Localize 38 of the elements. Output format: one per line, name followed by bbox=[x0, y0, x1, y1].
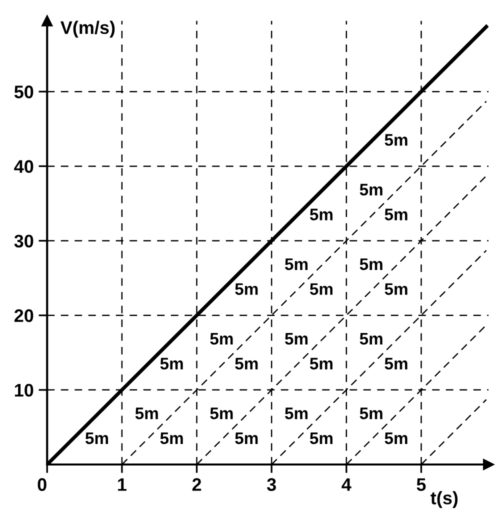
annotation: 5m bbox=[384, 134, 408, 146]
annotation: 5m bbox=[360, 333, 382, 345]
annotation: 5m bbox=[284, 408, 308, 420]
annotation: 5m bbox=[135, 408, 158, 420]
annotation: 5m bbox=[210, 408, 233, 420]
annotation: 5m bbox=[85, 432, 108, 444]
x-tick-label: 5 bbox=[416, 478, 426, 491]
annotation: 5m bbox=[284, 333, 308, 345]
annotation: 5m bbox=[384, 283, 408, 295]
x-axis-title: t(s) bbox=[430, 491, 458, 508]
annotation: 5m bbox=[160, 432, 183, 444]
annotation: 5m bbox=[310, 283, 332, 295]
annotation: 5m bbox=[360, 408, 382, 420]
y-tick-label: 40 bbox=[14, 160, 34, 173]
annotation: 5m bbox=[360, 184, 382, 196]
annotation: 5m bbox=[384, 432, 408, 444]
x-tick-label: 0 bbox=[38, 478, 46, 491]
x-tick-label: 3 bbox=[266, 478, 276, 491]
y-tick-label: 30 bbox=[14, 234, 34, 248]
annotation: 5m bbox=[235, 358, 258, 370]
x-tick-label: 4 bbox=[342, 478, 352, 491]
annotation: 5m bbox=[310, 358, 332, 370]
annotation: 5m bbox=[310, 208, 332, 220]
annotation: 5m bbox=[384, 358, 408, 370]
annotation: 5m bbox=[235, 283, 258, 295]
annotation: 5m bbox=[160, 358, 183, 370]
y-axis-title: V(m/s) bbox=[60, 20, 115, 38]
annotation: 5m bbox=[360, 258, 382, 270]
annotation: 5m bbox=[310, 432, 332, 444]
x-tick-label: 1 bbox=[118, 478, 126, 491]
y-tick-label: 20 bbox=[14, 309, 34, 322]
annotation: 5m bbox=[384, 208, 408, 220]
y-tick-label: 50 bbox=[14, 86, 34, 98]
x-tick-label: 2 bbox=[192, 478, 202, 491]
y-tick-label: 10 bbox=[14, 384, 34, 397]
annotation: 5m bbox=[235, 432, 258, 444]
annotation: 5m bbox=[284, 258, 308, 270]
annotation: 5m bbox=[210, 333, 233, 345]
